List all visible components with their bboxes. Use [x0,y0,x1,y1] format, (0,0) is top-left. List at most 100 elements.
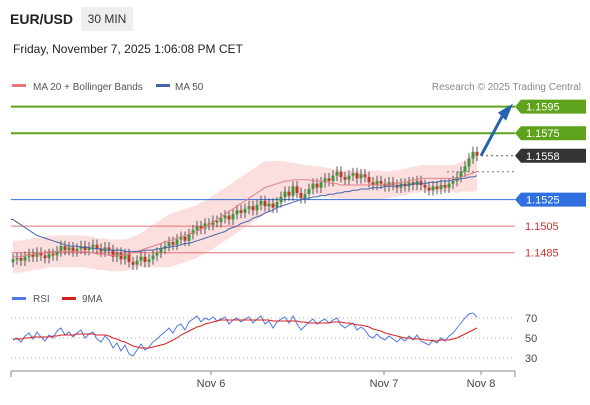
candle-body [419,181,423,185]
candle-body [459,171,463,178]
rsi-tick-label-50: 50 [525,333,537,345]
candle-body [195,226,199,231]
x-tick-label-nov6: Nov 6 [197,378,226,390]
candle-body [347,175,351,180]
timeframe-badge[interactable] [81,7,133,31]
candle-body [323,178,327,183]
candle-body [215,220,219,223]
candle-body [115,252,119,257]
candle-body [75,248,79,252]
candle-body [431,186,435,191]
rsi-ma-legend-swatch [62,297,76,300]
candle-body [283,191,287,197]
candle-body [335,171,339,176]
level-tag-1-1575 [515,126,586,141]
candle-body [327,178,331,182]
candle-body [339,171,343,178]
candle-body [235,210,239,215]
candle-body [299,192,303,199]
ma20-legend-label: MA 20 + Bollinger Bands [33,82,143,93]
candle-body [179,236,183,240]
candle-body [319,182,323,188]
candle-body [55,251,59,256]
candle-body [311,183,315,189]
candle-body [463,166,467,172]
candle-body [267,203,271,207]
forecast-arrow-shaft [479,115,504,157]
candle-body [415,181,419,185]
candle-body [239,210,243,213]
candle-body [231,214,235,220]
candle-body [263,200,267,207]
candle-body [467,158,471,167]
candle-body [439,184,443,189]
candle-body [171,242,175,245]
timeframe-label[interactable]: 30 MIN [88,12,127,26]
candle-body [103,247,107,252]
candle-body [359,174,363,179]
credit-label: Research © 2025 Trading Central [432,82,581,93]
candle-body [407,182,411,187]
price-pane: 1.1595 1.1575 1.1558 1.1525 1.1505 1.1485 [11,99,586,273]
candle-body [91,244,95,248]
candle-body [371,182,375,185]
candle-body [275,202,279,208]
candle-body [127,254,131,263]
datetime-label: Friday, November 7, 2025 1:06:08 PM CET [13,42,244,56]
candle-body [223,215,227,219]
candle-body [19,258,23,261]
ma20-line [13,171,478,258]
candle-body [251,206,255,211]
candle-body [167,242,171,247]
rsi-ma-line [13,319,478,349]
level-tag-1-1558 [515,148,586,163]
candle-body [155,252,159,256]
candle-body [331,175,335,182]
candle-body [259,200,263,205]
candle-body [39,252,43,256]
candle-body [351,173,355,176]
candle-body [279,196,283,203]
candle-body [399,183,403,188]
candle-body [151,255,155,260]
candle-body [63,246,67,251]
candle-body [219,218,223,223]
candle-body [427,187,431,191]
ma50-legend-label: MA 50 [175,82,204,93]
candle-body [131,262,135,265]
candle-body [11,259,15,263]
candle-body [387,182,391,187]
candle-body [375,181,379,185]
symbol-box [4,7,80,31]
candle-body [183,236,187,241]
rsi-line [12,312,478,357]
candle-body [355,173,359,179]
candle-body [243,208,247,213]
candle-body [123,254,127,260]
candle-body [47,254,51,259]
candle-body [87,247,91,251]
candle-body [443,184,447,188]
candle-body [343,177,347,180]
rsi-ma-legend-label: 9MA [82,294,103,305]
candle-body [455,177,459,182]
ma50-line [11,175,478,252]
candle-body [303,194,307,199]
candle-body [471,151,475,159]
candle-body [423,184,427,188]
candle-body [111,250,115,257]
candle-body [99,248,103,252]
candle-body [211,220,215,225]
candle-body [43,255,47,259]
candle-body [435,186,439,189]
candle-body [135,260,139,265]
candle-body [147,259,151,263]
candle-body [107,247,111,251]
candle-body [363,174,367,178]
rsi-pane: 70 50 30 [11,312,537,365]
candle-body [379,181,383,184]
x-tick-label-nov8: Nov 8 [467,378,496,390]
level-label-1-1485: 1.1485 [525,248,559,260]
candle-body [67,247,71,251]
